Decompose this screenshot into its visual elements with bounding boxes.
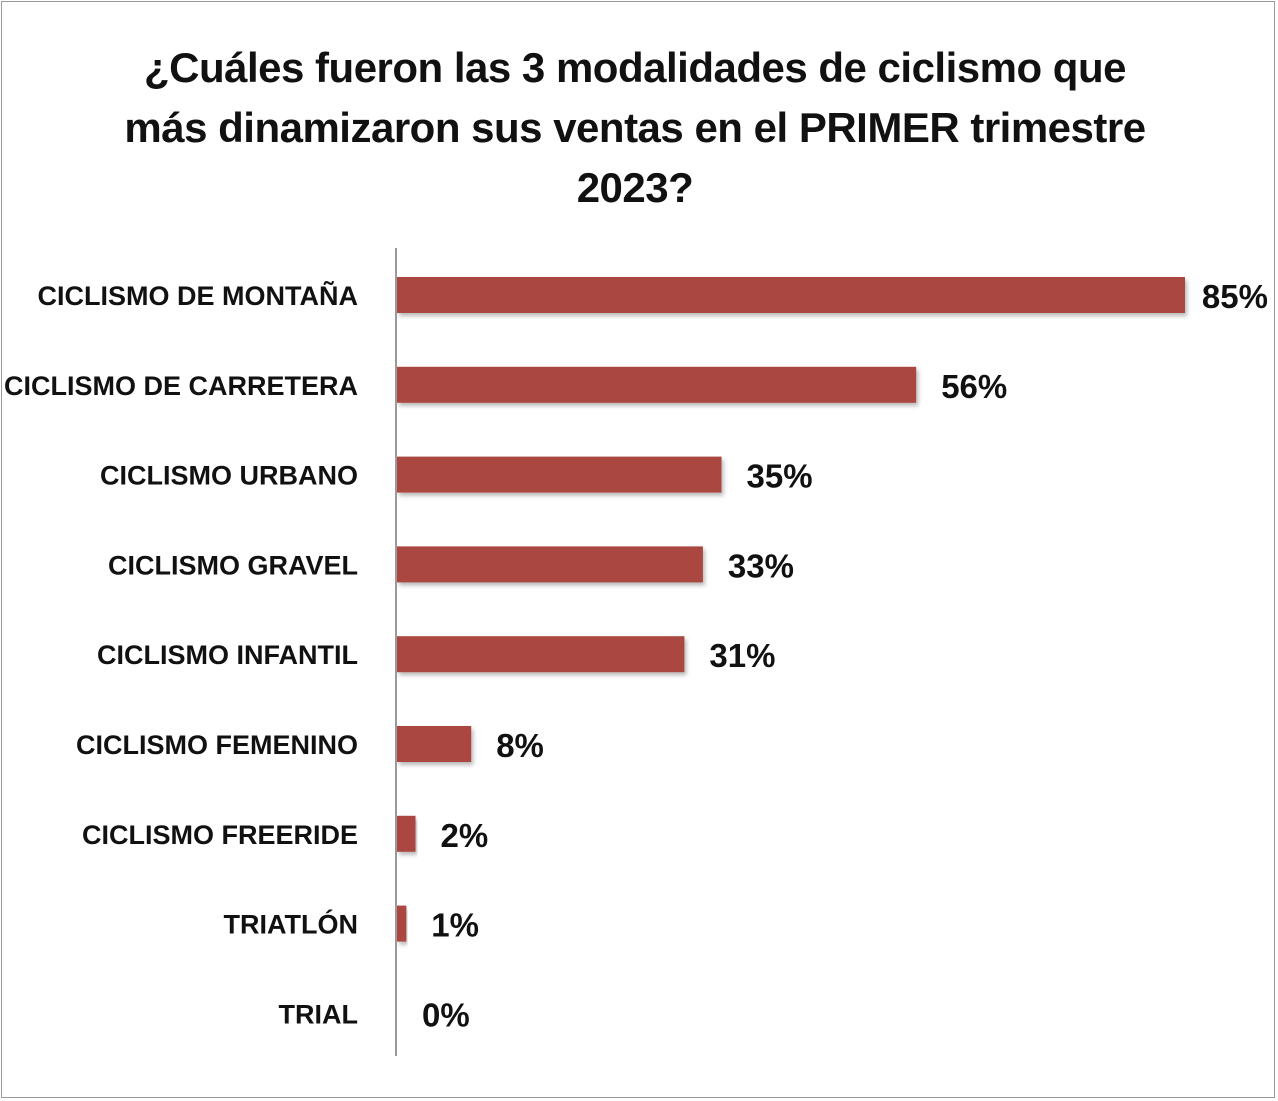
category-label: CICLISMO URBANO <box>100 461 358 491</box>
data-label: 0% <box>422 996 470 1033</box>
chart-title-line-2: más dinamizaron sus ventas en el PRIMER … <box>124 104 1146 151</box>
bar <box>397 546 703 583</box>
bar-series <box>397 277 1185 942</box>
data-labels: 85% 56% 35% 33% 31% 8% 2% 1% 0% <box>422 278 1268 1033</box>
chart-title-line-1: ¿Cuáles fueron las 3 modalidades de cicl… <box>144 44 1126 91</box>
category-label: TRIAL <box>279 999 358 1029</box>
data-label: 1% <box>431 907 479 944</box>
category-label: CICLISMO FREERIDE <box>82 820 358 850</box>
category-axis-labels: CICLISMO DE MONTAÑA CICLISMO DE CARRETERA… <box>4 280 358 1029</box>
bar <box>397 456 722 493</box>
data-label: 8% <box>496 727 544 764</box>
data-label: 85% <box>1202 278 1268 315</box>
category-label: TRIATLÓN <box>224 909 358 940</box>
chart-title: ¿Cuáles fueron las 3 modalidades de cicl… <box>100 38 1170 218</box>
data-label: 35% <box>747 458 813 495</box>
data-label: 2% <box>441 817 489 854</box>
bar <box>397 726 472 762</box>
category-label: CICLISMO FEMENINO <box>76 730 358 760</box>
data-label: 33% <box>728 547 794 584</box>
bar <box>397 905 407 942</box>
category-label: CICLISMO DE MONTAÑA <box>38 280 358 311</box>
bar <box>397 366 917 403</box>
data-label: 31% <box>709 637 775 674</box>
data-label: 56% <box>941 368 1007 405</box>
category-label: CICLISMO GRAVEL <box>108 550 358 580</box>
bar <box>397 277 1185 313</box>
category-label: CICLISMO DE CARRETERA <box>4 371 358 401</box>
chart-title-line-3: 2023? <box>576 164 694 211</box>
bar <box>397 815 416 852</box>
category-label: CICLISMO INFANTIL <box>97 640 358 670</box>
bar <box>397 636 685 673</box>
